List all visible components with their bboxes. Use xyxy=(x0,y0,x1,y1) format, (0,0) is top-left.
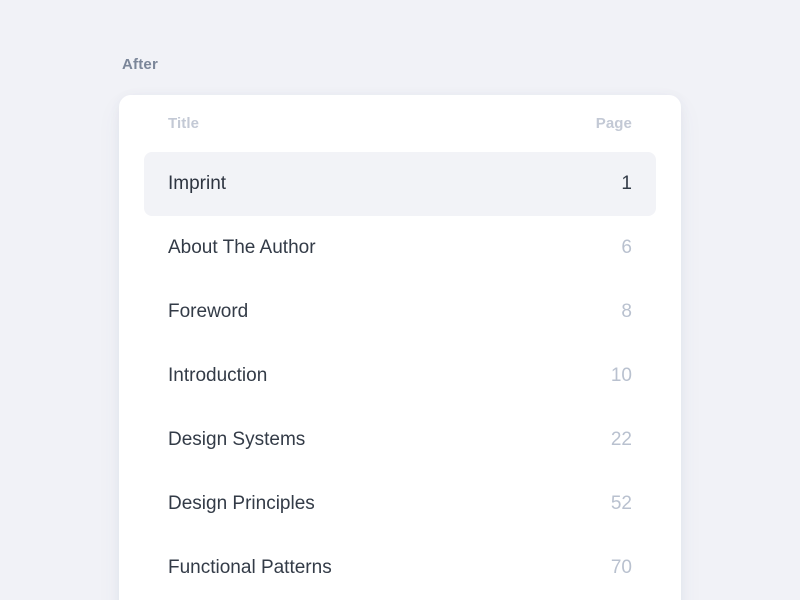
table-row[interactable]: Functional Patterns 70 xyxy=(144,536,656,600)
row-title: Introduction xyxy=(168,365,268,386)
row-title: Functional Patterns xyxy=(168,557,332,578)
row-title: Design Systems xyxy=(168,429,306,450)
row-page-number: 22 xyxy=(610,429,632,450)
table-header-row: Title Page xyxy=(144,95,656,152)
row-title: About The Author xyxy=(168,237,316,258)
row-page-number: 70 xyxy=(610,557,632,578)
row-page-number: 6 xyxy=(621,237,632,258)
row-title: Imprint xyxy=(168,173,227,194)
row-page-number: 52 xyxy=(610,493,632,514)
table-row[interactable]: Design Systems 22 xyxy=(144,408,656,472)
table-body: Imprint 1 About The Author 6 Foreword 8 Introd… xyxy=(144,152,656,600)
row-page-number: 1 xyxy=(621,173,632,194)
column-header-title: Title xyxy=(168,115,200,132)
row-page-number: 8 xyxy=(621,301,632,322)
section-label: After xyxy=(122,56,159,73)
table-row[interactable]: Imprint 1 xyxy=(144,152,656,216)
column-header-page: Page xyxy=(595,115,632,132)
row-title: Design Principles xyxy=(168,493,315,514)
table-of-contents-card: Title Page Imprint 1 About The Author 6 Fore… xyxy=(119,95,681,600)
table-row[interactable]: Foreword 8 xyxy=(144,280,656,344)
table-row[interactable]: Design Principles 52 xyxy=(144,472,656,536)
table-row[interactable]: Introduction 10 xyxy=(144,344,656,408)
table-row[interactable]: About The Author 6 xyxy=(144,216,656,280)
row-title: Foreword xyxy=(168,301,249,322)
row-page-number: 10 xyxy=(610,365,632,386)
